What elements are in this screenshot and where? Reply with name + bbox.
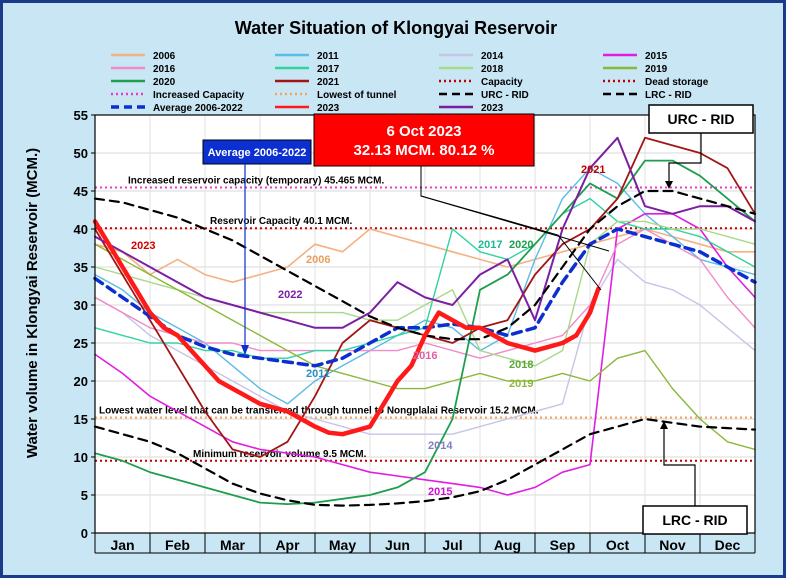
legend-label: 2019 [645, 64, 668, 75]
y-tick-label: 35 [74, 260, 88, 275]
legend-label: 2017 [317, 64, 340, 75]
legend-label: 2015 [645, 51, 668, 62]
reference-label: Lowest water level that can be transferr… [99, 405, 539, 416]
y-tick-label: 10 [74, 450, 88, 465]
series-line-average-2006-2022 [93, 227, 757, 368]
y-tick-label: 5 [81, 488, 88, 503]
legend-label: Dead storage [645, 77, 709, 88]
legend-label: Lowest of tunnel [317, 90, 397, 101]
series-year-label: 2019 [509, 378, 533, 390]
legend-label: 2011 [317, 51, 339, 62]
series-line-2022 [94, 136, 756, 329]
lrc-label-text: LRC - RID [662, 512, 727, 528]
legend-label: 2014 [481, 51, 504, 62]
series-line-lrc-rid [93, 417, 757, 507]
series-year-label: 2017 [478, 239, 502, 251]
average-label-box [202, 139, 312, 165]
x-tick-label: Sep [550, 537, 576, 553]
series-year-label: 2023 [131, 240, 155, 252]
urc-label-text: URC - RID [668, 111, 735, 127]
lrc-label-box [642, 505, 748, 535]
current-value-leader [420, 195, 610, 252]
legend-label: URC - RID [481, 90, 529, 101]
x-tick-label: Jun [385, 537, 410, 553]
series-line-2015 [94, 213, 756, 496]
y-tick-label: 50 [74, 146, 88, 161]
legend-label: 2021 [317, 77, 340, 88]
series-year-label: 2006 [306, 254, 330, 266]
series-year-label: 2022 [278, 289, 302, 301]
reference-label: Minimum reservoir volume 9.5 MCM. [193, 449, 367, 460]
reference-label: Reservoir Capacity 40.1 MCM. [210, 216, 353, 227]
current-value-box [313, 113, 535, 167]
y-tick-label: 20 [74, 374, 88, 389]
x-tick-label: Oct [606, 537, 630, 553]
legend-label: 2016 [153, 64, 176, 75]
legend-label: Capacity [481, 77, 523, 88]
legend-label: 2020 [153, 77, 176, 88]
legend-label: 2023 [317, 103, 340, 114]
series-year-label: 2021 [581, 164, 605, 176]
y-tick-label: 0 [81, 526, 88, 541]
legend-label: LRC - RID [645, 90, 692, 101]
legend: 2006 2011 2014 2015 2016 2017 2018 2019 2020 2021… [111, 51, 709, 114]
series-year-label: 2018 [509, 359, 533, 371]
annotations: 6 Oct 2023 32.13 MCM. 80.12 % Average 2006… [202, 104, 754, 535]
y-axis-label: Water volume in Klongyai Reservoir (MCM.… [24, 148, 41, 458]
y-tick-label: 30 [74, 298, 88, 313]
reference-label: Increased reservoir capacity (temporary)… [128, 175, 384, 186]
current-date-text: 6 Oct 2023 [386, 123, 461, 140]
chart-svg: Water Situation of Klongyai Reservoir In… [24, 18, 757, 554]
average-arrow-head [241, 345, 249, 355]
average-label-text: Average 2006-2022 [208, 147, 307, 159]
y-tick-label: 45 [74, 184, 88, 199]
current-value-text: 32.13 MCM. 80.12 % [354, 142, 495, 159]
series-year-label: 2020 [509, 239, 533, 251]
series-labels: 2023 2022 2006 2011 2016 2017 2020 2021 2018 2019… [131, 164, 605, 498]
x-tick-label: Jul [442, 537, 462, 553]
chart-title: Water Situation of Klongyai Reservoir [235, 18, 557, 38]
legend-label: Average 2006-2022 [153, 103, 243, 114]
series-year-label: 2016 [413, 350, 437, 362]
x-tick-label: Aug [494, 537, 521, 553]
series-year-label: 2011 [306, 368, 330, 380]
y-tick-label: 25 [74, 336, 88, 351]
series-group [92, 136, 757, 507]
urc-arrow-line [668, 133, 702, 183]
y-tick-label: 15 [74, 412, 88, 427]
y-tick-label: 40 [74, 222, 88, 237]
x-tick-label: Feb [165, 537, 190, 553]
series-line-2019 [94, 243, 756, 451]
x-tick-label: Mar [220, 537, 245, 553]
y-tick-label: 55 [74, 108, 88, 123]
x-tick-label: Apr [275, 537, 300, 553]
x-tick-label: May [329, 537, 356, 553]
current-value-leader [420, 166, 602, 291]
x-tick-label: Dec [715, 537, 741, 553]
series-line-2020 [94, 159, 756, 506]
lrc-arrow-line [663, 427, 696, 506]
x-tick-label: Jan [110, 537, 134, 553]
lrc-arrow-head [660, 421, 668, 429]
urc-arrow-head [665, 181, 673, 189]
legend-label: 2023 [481, 103, 504, 114]
legend-label: 2006 [153, 51, 176, 62]
series-year-label: 2015 [428, 486, 452, 498]
series-year-label: 2014 [428, 440, 453, 452]
legend-label: 2018 [481, 64, 504, 75]
series-line-2023 [92, 219, 601, 437]
x-tick-label: Nov [659, 537, 686, 553]
legend-label: Increased Capacity [153, 90, 245, 101]
